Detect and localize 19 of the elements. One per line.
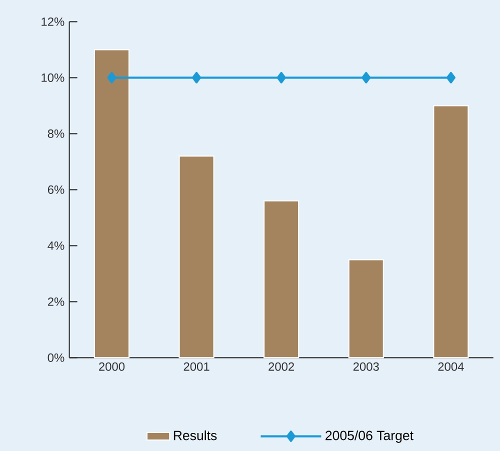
y-tick-label: 8% [48, 129, 64, 138]
bar [433, 105, 469, 358]
legend-label: 2005/06 Target [326, 430, 414, 443]
y-tick-label: 10% [42, 73, 64, 82]
x-tick-label: 2001 [184, 362, 210, 371]
y-tick-label: 6% [48, 185, 64, 194]
y-tick-label: 4% [48, 241, 64, 250]
bar [264, 200, 300, 358]
x-tick-label: 2003 [353, 362, 379, 371]
y-tick-label: 12% [42, 17, 64, 26]
y-tick-label: 2% [48, 297, 64, 306]
x-tick-label: 2000 [99, 362, 125, 371]
bar [178, 156, 214, 358]
x-tick-label: 2002 [268, 362, 294, 371]
legend-label: Results [174, 430, 217, 440]
y-tick-label: 0% [48, 353, 64, 362]
bar [94, 49, 130, 358]
bar [348, 259, 384, 358]
x-tick-label: 2004 [438, 362, 464, 371]
